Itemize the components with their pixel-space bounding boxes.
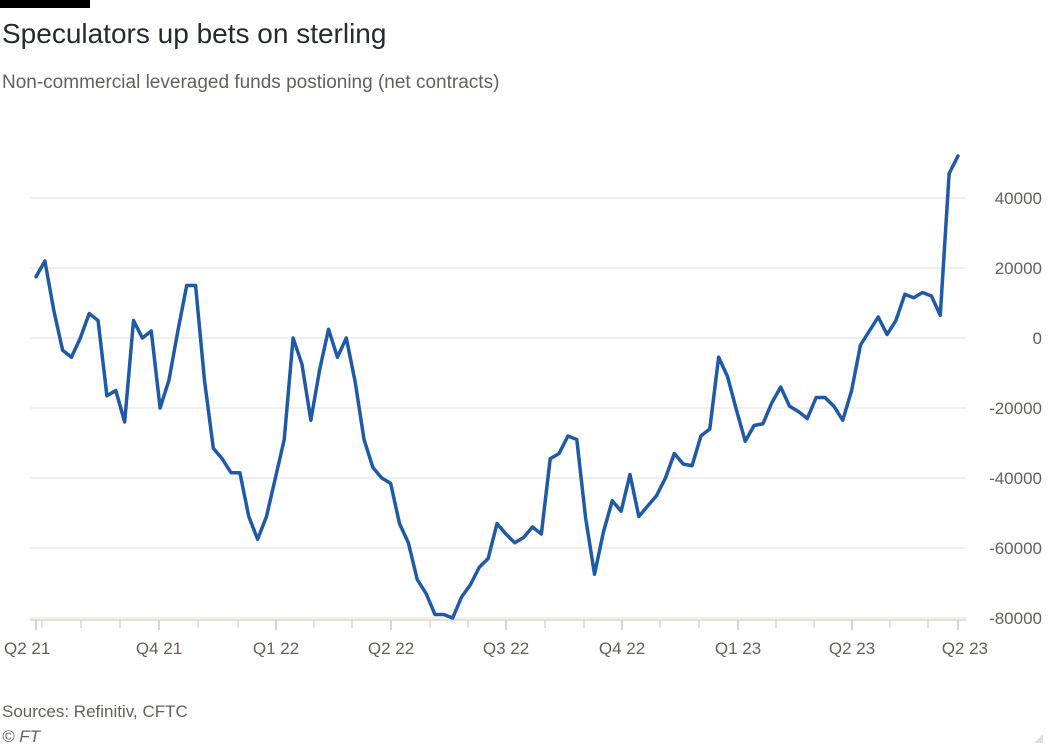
y-tick-label: -80000 [989, 609, 1042, 628]
x-tick-label: Q3 22 [483, 639, 529, 658]
y-tick-label: -40000 [989, 469, 1042, 488]
y-tick-label: 40000 [995, 189, 1042, 208]
x-axis: Q2 21 Q4 21 Q1 22 Q2 22 Q3 22 Q4 22 Q1 23 Q2 23… [4, 619, 988, 658]
source-note: Sources: Refinitiv, CFTC [2, 702, 188, 721]
y-axis-labels: 40000 20000 0 -20000 -40000 -60000 -80000 [989, 189, 1042, 628]
copyright-credit: © FT [2, 727, 41, 746]
series-layer [34, 154, 960, 620]
resize-grip-icon [1034, 734, 1043, 743]
x-tick-label: Q1 23 [715, 639, 761, 658]
x-tick-label: Q2 21 [4, 639, 50, 658]
x-tick-label: Q2 23 [942, 639, 988, 658]
chart-title: Speculators up bets on sterling [2, 18, 387, 49]
chart-subtitle: Non-commercial leveraged funds postionin… [2, 72, 500, 93]
line-chart: 40000 20000 0 -20000 -40000 -60000 -80000 Q2 2… [4, 154, 1042, 658]
y-tick-label: -20000 [989, 399, 1042, 418]
y-tick-label: -60000 [989, 539, 1042, 558]
x-tick-label: Q2 23 [829, 639, 875, 658]
x-tick-label: Q1 22 [253, 639, 299, 658]
ft-brand-bar [0, 0, 90, 8]
x-tick-label: Q2 22 [368, 639, 414, 658]
x-tick-label: Q4 21 [136, 639, 182, 658]
y-tick-label: 20000 [995, 259, 1042, 278]
gridlines [30, 197, 966, 619]
x-tick-label: Q4 22 [599, 639, 645, 658]
series-line [34, 154, 960, 620]
y-tick-label: 0 [1033, 329, 1042, 348]
